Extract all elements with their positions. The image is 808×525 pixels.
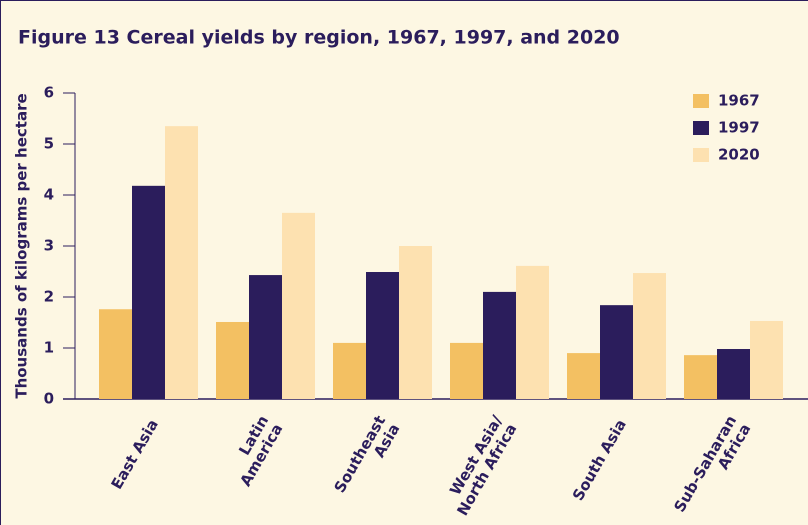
chart-title: Figure 13 Cereal yields by region, 1967,… <box>18 27 620 49</box>
bar <box>717 349 750 399</box>
legend-swatch <box>693 121 709 135</box>
y-tick-label: 4 <box>44 186 54 204</box>
legend-label: 2020 <box>718 146 760 164</box>
x-tick-label: South Asia <box>569 416 630 504</box>
bar <box>333 342 366 399</box>
y-tick-label: 2 <box>44 288 54 306</box>
legend-label: 1967 <box>718 92 760 110</box>
legend-swatch <box>693 148 709 162</box>
bar <box>132 185 165 399</box>
bar <box>684 355 717 399</box>
bar <box>99 309 132 399</box>
y-tick-label: 0 <box>44 390 54 408</box>
bar <box>399 246 432 399</box>
legend-swatch <box>693 94 709 108</box>
bar <box>165 126 198 400</box>
bar <box>450 342 483 399</box>
x-tick-label: SoutheastAsia <box>330 412 403 504</box>
legend-label: 1997 <box>718 119 760 137</box>
x-tick-label: LatinAmerica <box>222 412 286 489</box>
x-tick-label: Sub-SaharanAfrica <box>670 412 754 523</box>
bar <box>750 320 783 399</box>
bar <box>600 305 633 399</box>
x-tick-label: West Asia/North Africa <box>439 412 521 519</box>
y-axis-label: Thousands of kilograms per hectare <box>13 93 31 398</box>
bar <box>483 291 516 399</box>
bar <box>282 212 315 399</box>
y-tick-label: 6 <box>44 84 54 102</box>
bar <box>516 265 549 399</box>
x-tick-label: East Asia <box>108 416 162 492</box>
bar <box>216 321 249 399</box>
bar <box>366 272 399 399</box>
bar <box>249 275 282 399</box>
y-tick-label: 5 <box>44 135 54 153</box>
bar <box>567 353 600 399</box>
y-tick-label: 1 <box>44 339 54 357</box>
y-tick-label: 3 <box>44 237 54 255</box>
bar <box>633 273 666 399</box>
